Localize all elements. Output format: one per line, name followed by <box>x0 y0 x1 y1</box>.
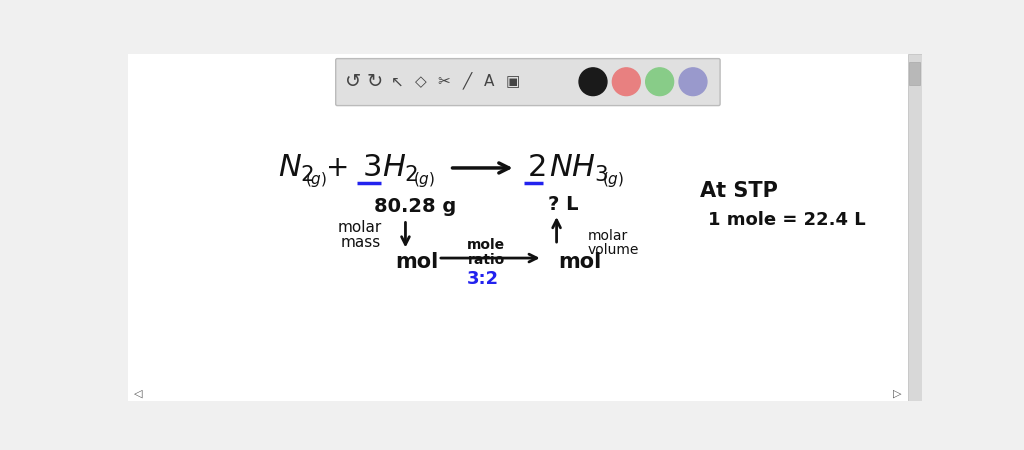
Text: 1 mole = 22.4 L: 1 mole = 22.4 L <box>708 211 865 229</box>
Bar <box>128 400 908 414</box>
Text: 80.28 g: 80.28 g <box>375 197 457 216</box>
Text: At STP: At STP <box>700 181 778 201</box>
FancyBboxPatch shape <box>336 58 720 106</box>
Text: 3:2: 3:2 <box>467 270 499 288</box>
Text: molar: molar <box>588 230 628 243</box>
Text: $(g)$: $(g)$ <box>414 170 435 189</box>
Bar <box>908 54 922 400</box>
Text: ◁: ◁ <box>134 388 142 399</box>
FancyBboxPatch shape <box>128 106 922 400</box>
Text: mol: mol <box>558 252 601 272</box>
Text: ▷: ▷ <box>893 388 901 399</box>
Text: ◇: ◇ <box>415 74 427 89</box>
Text: ↖: ↖ <box>391 74 404 89</box>
Text: $2$: $2$ <box>527 153 546 182</box>
Text: ratio: ratio <box>467 253 505 267</box>
Text: volume: volume <box>588 243 639 257</box>
Text: ↻: ↻ <box>367 72 383 91</box>
Text: ↺: ↺ <box>344 72 360 91</box>
Text: ╱: ╱ <box>463 73 472 90</box>
Text: A: A <box>484 74 495 89</box>
Circle shape <box>679 68 707 95</box>
Text: $(g)$: $(g)$ <box>305 170 327 189</box>
Circle shape <box>579 68 607 95</box>
Text: ✂: ✂ <box>438 74 451 89</box>
Text: $H_2$: $H_2$ <box>382 153 419 184</box>
Text: molar: molar <box>337 220 382 235</box>
Circle shape <box>646 68 674 95</box>
Text: $NH_3$: $NH_3$ <box>549 153 608 184</box>
Text: mass: mass <box>340 235 381 250</box>
Text: $+$: $+$ <box>325 154 347 182</box>
Text: ? L: ? L <box>548 195 579 214</box>
Text: mol: mol <box>395 252 438 272</box>
Text: $N_2$: $N_2$ <box>278 153 314 184</box>
Text: ▣: ▣ <box>505 74 519 89</box>
FancyBboxPatch shape <box>128 0 922 393</box>
Text: $(g)$: $(g)$ <box>602 170 625 189</box>
Circle shape <box>612 68 640 95</box>
Text: $3$: $3$ <box>362 153 381 182</box>
Bar <box>909 62 920 85</box>
Text: mole: mole <box>467 238 505 252</box>
